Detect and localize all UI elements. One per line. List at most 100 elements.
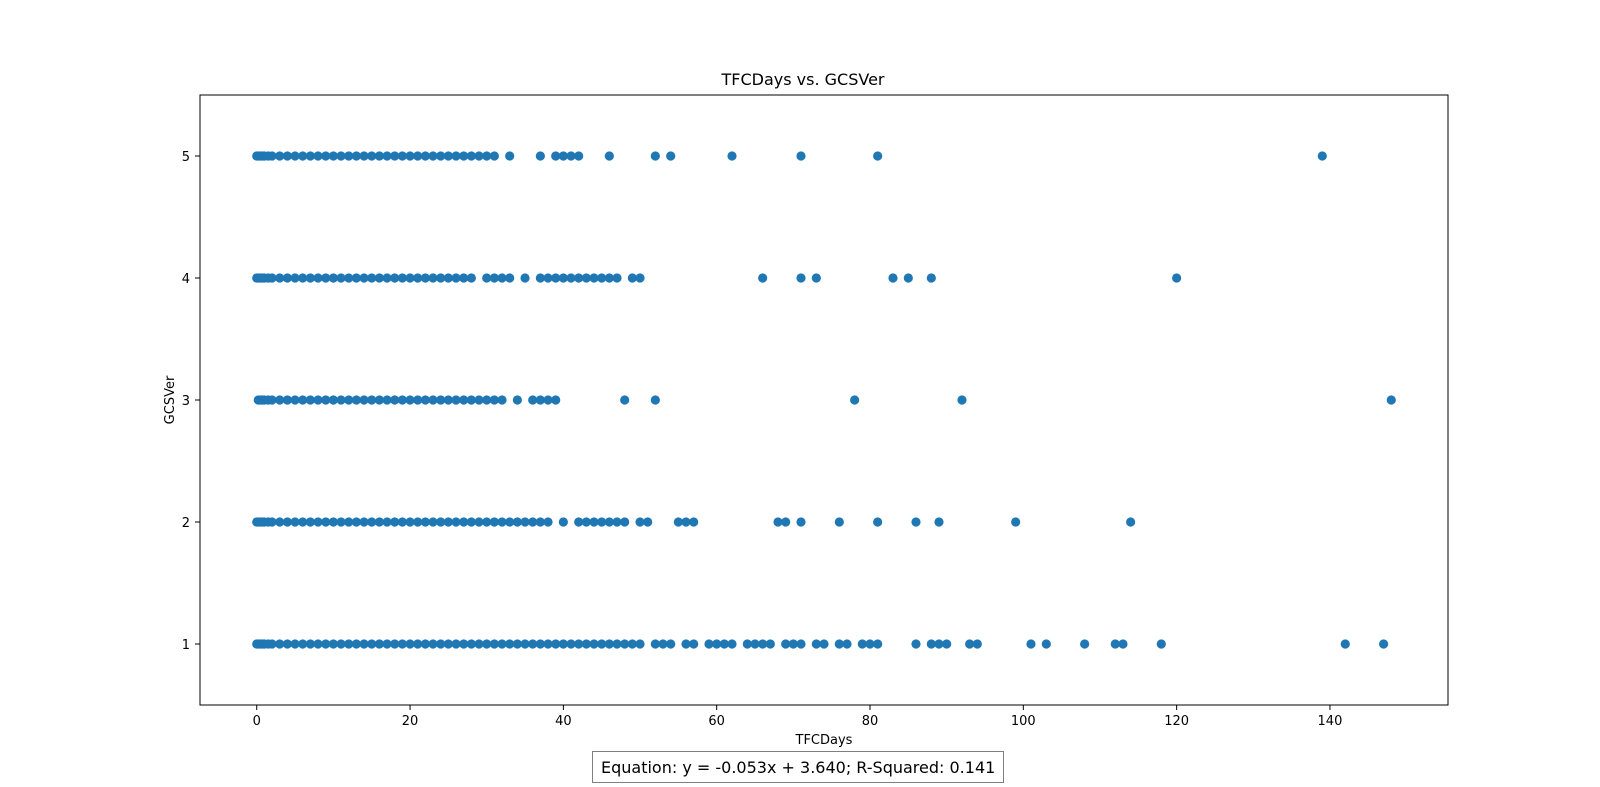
data-point	[428, 639, 438, 649]
data-point	[305, 639, 315, 649]
data-point	[443, 151, 453, 161]
data-point	[1110, 639, 1120, 649]
data-point	[397, 273, 407, 283]
data-point	[305, 395, 315, 405]
data-point	[543, 273, 553, 283]
y-tick-label: 4	[182, 272, 190, 287]
data-point	[351, 151, 361, 161]
data-point	[328, 151, 338, 161]
data-point	[359, 517, 369, 527]
data-point	[482, 151, 492, 161]
data-point	[574, 273, 584, 283]
data-point	[489, 151, 499, 161]
data-point	[290, 517, 300, 527]
data-point	[313, 395, 323, 405]
data-point	[405, 639, 415, 649]
y-tick-label: 1	[182, 638, 190, 653]
data-point	[459, 517, 469, 527]
data-point	[321, 395, 331, 405]
data-point	[612, 517, 622, 527]
data-point	[934, 517, 944, 527]
data-point	[842, 639, 852, 649]
data-point	[620, 395, 630, 405]
x-tick-label: 40	[555, 714, 572, 729]
data-point	[321, 517, 331, 527]
data-point	[796, 517, 806, 527]
data-point	[359, 639, 369, 649]
data-point	[589, 517, 599, 527]
data-point	[528, 639, 538, 649]
data-point	[972, 639, 982, 649]
data-point	[604, 151, 614, 161]
data-point	[290, 273, 300, 283]
data-point	[597, 273, 607, 283]
data-point	[382, 639, 392, 649]
data-point	[750, 639, 760, 649]
data-point	[811, 273, 821, 283]
data-point	[351, 273, 361, 283]
data-point	[451, 395, 461, 405]
data-point	[466, 273, 476, 283]
data-point	[965, 639, 975, 649]
data-point	[612, 639, 622, 649]
y-tick-label: 2	[182, 516, 190, 531]
data-point	[796, 151, 806, 161]
data-point	[635, 639, 645, 649]
data-point	[405, 273, 415, 283]
data-point	[413, 273, 423, 283]
data-point	[466, 639, 476, 649]
data-point	[1026, 639, 1036, 649]
data-point	[781, 639, 791, 649]
data-point	[275, 273, 285, 283]
data-point	[359, 151, 369, 161]
data-point	[627, 639, 637, 649]
data-point	[351, 517, 361, 527]
x-tick-label: 100	[1011, 714, 1036, 729]
data-point	[420, 395, 430, 405]
data-point	[367, 639, 377, 649]
data-point	[313, 151, 323, 161]
data-point	[635, 517, 645, 527]
data-point	[497, 517, 507, 527]
data-point	[1386, 395, 1396, 405]
data-point	[344, 395, 354, 405]
data-point	[321, 151, 331, 161]
data-point	[420, 639, 430, 649]
data-point	[443, 639, 453, 649]
data-point	[436, 273, 446, 283]
data-point	[382, 395, 392, 405]
data-point	[681, 517, 691, 527]
data-point	[758, 639, 768, 649]
data-point	[382, 151, 392, 161]
data-point	[650, 395, 660, 405]
data-point	[367, 151, 377, 161]
data-point	[466, 517, 476, 527]
data-point	[666, 639, 676, 649]
data-point	[497, 273, 507, 283]
y-tick-label: 5	[182, 150, 190, 165]
data-point	[374, 151, 384, 161]
data-point	[382, 517, 392, 527]
data-point	[336, 395, 346, 405]
data-point	[566, 273, 576, 283]
data-point	[482, 273, 492, 283]
data-point	[558, 517, 568, 527]
data-point	[1126, 517, 1136, 527]
data-point	[428, 273, 438, 283]
x-tick-label: 60	[708, 714, 725, 729]
data-point	[581, 517, 591, 527]
data-point	[459, 395, 469, 405]
data-point	[543, 517, 553, 527]
data-point	[597, 517, 607, 527]
data-point	[926, 639, 936, 649]
x-tick-label: 120	[1164, 714, 1189, 729]
data-point	[926, 273, 936, 283]
data-point	[443, 517, 453, 527]
data-point	[390, 517, 400, 527]
data-point	[267, 151, 277, 161]
data-point	[374, 395, 384, 405]
data-point	[336, 517, 346, 527]
data-point	[597, 639, 607, 649]
data-point	[689, 639, 699, 649]
data-point	[436, 151, 446, 161]
